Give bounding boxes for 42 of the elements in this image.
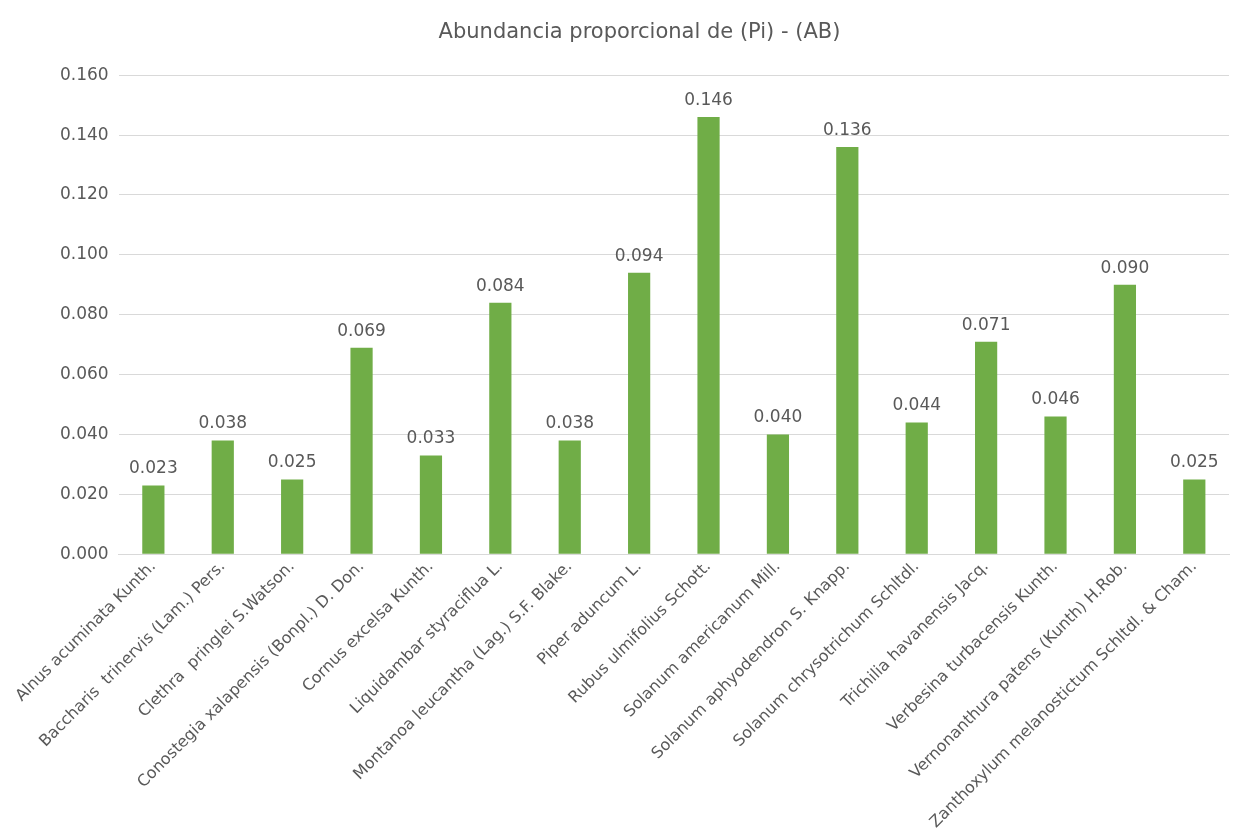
bar (905, 422, 928, 554)
data-label: 0.025 (1169, 451, 1219, 472)
bar (489, 302, 512, 554)
data-label: 0.084 (476, 274, 525, 295)
data-label: 0.033 (406, 427, 456, 448)
data-label: 0.136 (822, 118, 872, 139)
y-tick-label: 0.120 (60, 183, 109, 204)
bar (142, 485, 165, 554)
y-tick-label: 0.160 (60, 63, 109, 84)
bar (628, 272, 651, 554)
y-tick-label: 0.040 (60, 422, 109, 443)
bar (350, 347, 373, 554)
bar (419, 455, 443, 554)
data-label: 0.071 (961, 313, 1011, 334)
y-tick-label: 0.080 (60, 303, 109, 324)
bar (211, 440, 234, 554)
bar (975, 341, 998, 554)
bar (1113, 284, 1137, 554)
y-tick-label: 0.140 (60, 123, 109, 144)
data-label: 0.044 (892, 394, 942, 415)
bar (836, 147, 859, 554)
data-label: 0.090 (1100, 256, 1150, 277)
data-label: 0.025 (267, 451, 317, 472)
y-tick-label: 0.020 (60, 482, 109, 503)
y-tick-label: 0.100 (60, 243, 109, 264)
data-label: 0.094 (614, 244, 664, 265)
y-tick-label: 0.000 (60, 542, 109, 563)
bar (1044, 416, 1067, 554)
bar (697, 117, 720, 554)
data-label: 0.146 (684, 89, 733, 110)
bar (766, 434, 790, 554)
y-tick-label: 0.060 (60, 363, 109, 384)
data-label: 0.023 (129, 457, 178, 478)
bar (281, 479, 304, 554)
data-label: 0.038 (198, 412, 248, 433)
bar (1183, 479, 1206, 554)
chart-title: Abundancia proporcional de (Pi) - (AB) (438, 19, 841, 44)
bar (558, 440, 581, 554)
data-label: 0.038 (545, 412, 595, 433)
data-label: 0.069 (337, 319, 386, 340)
data-label: 0.046 (1031, 388, 1080, 409)
data-label: 0.040 (753, 406, 803, 427)
